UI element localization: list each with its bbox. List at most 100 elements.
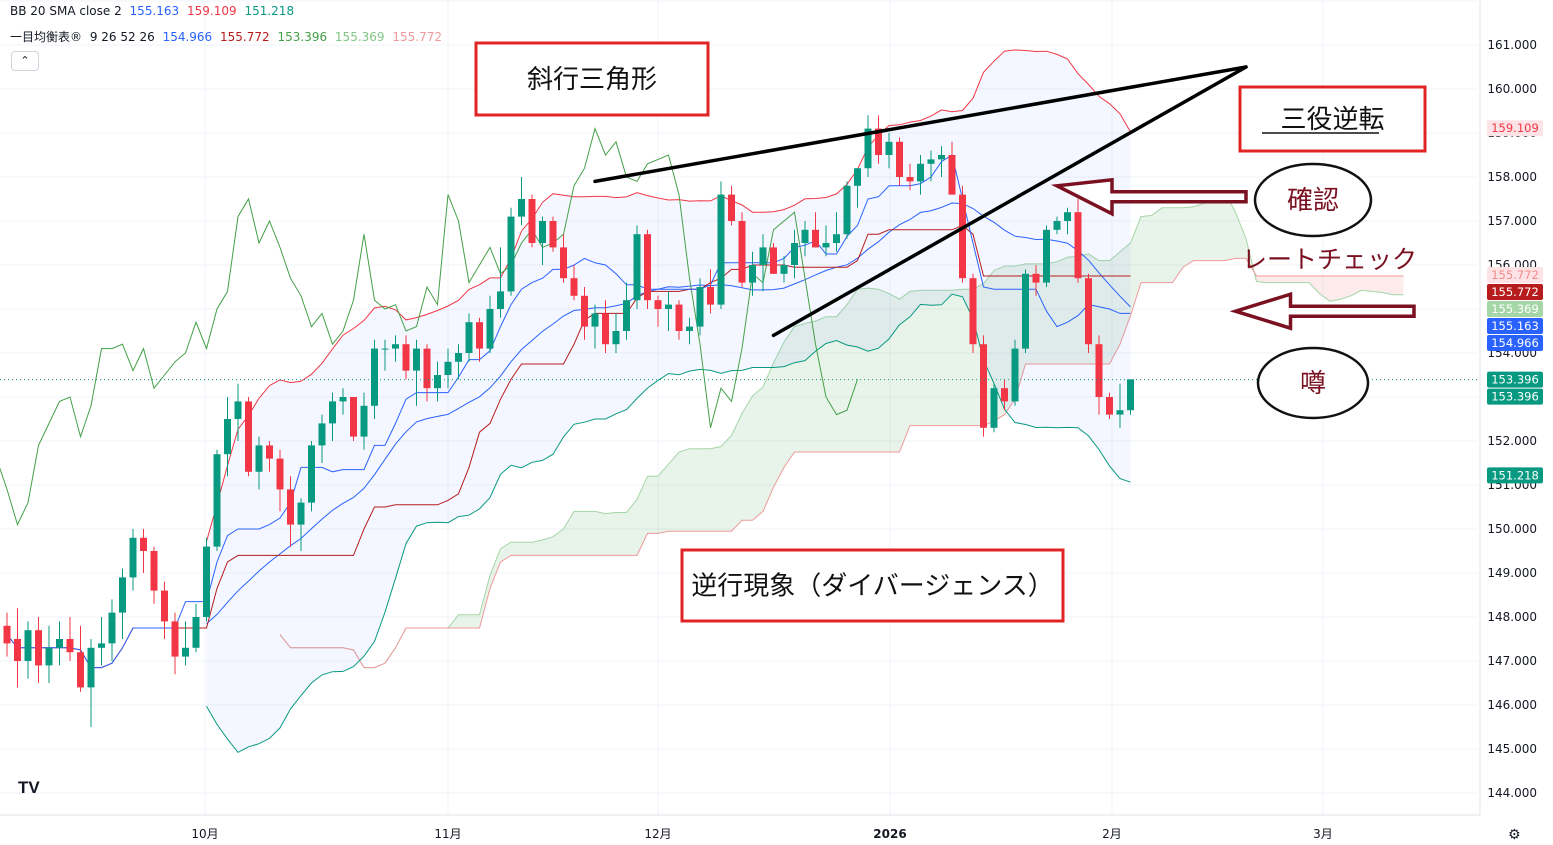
cloud-segment: [847, 289, 858, 452]
cloud-segment: [1151, 207, 1162, 283]
candle-body: [717, 194, 725, 305]
candle-body: [486, 309, 494, 349]
candle: [182, 621, 189, 666]
candle: [1095, 335, 1103, 415]
price-tick-label: 145.000: [1487, 742, 1537, 756]
candle: [465, 313, 473, 362]
ichimoku-legend-v4: 155.369: [334, 30, 385, 44]
candle-body: [528, 199, 536, 243]
candle-body: [150, 551, 158, 591]
candle: [318, 414, 326, 463]
time-tick-label: 12月: [644, 827, 671, 841]
bb-legend-lower: 151.218: [244, 4, 295, 18]
candle-body: [371, 348, 378, 406]
price-axis: 144.000 145.000 146.000 147.000 148.000 149.0…: [1479, 0, 1553, 845]
trendlines: [593, 65, 1248, 338]
cloud-segment: [1382, 276, 1393, 295]
candle: [66, 617, 74, 661]
candle: [371, 339, 378, 419]
candle-body: [497, 291, 504, 309]
candle-body: [3, 625, 11, 644]
cloud-segment: [1256, 276, 1267, 283]
candle-body: [224, 419, 231, 455]
candle: [833, 212, 840, 252]
annotation-text: レートチェック: [1242, 245, 1417, 274]
annotation-text: 噂: [1300, 369, 1326, 399]
annotation-arrow: [1050, 177, 1248, 217]
cloud-segment: [763, 362, 774, 512]
bb-basis-line: [206, 202, 1131, 625]
candle-body: [413, 348, 420, 371]
candle-body: [1022, 273, 1029, 349]
annotation-text: 斜行三角形: [527, 65, 657, 95]
candle-body: [581, 295, 588, 327]
candle: [1106, 392, 1113, 419]
annotation-text: 逆行現象（ダイバージェンス）: [691, 572, 1053, 602]
candle-body: [14, 639, 21, 661]
candle-body: [119, 577, 126, 613]
cloud-segment: [784, 326, 795, 468]
cloud-segment: [658, 464, 669, 534]
candle-body: [161, 590, 168, 622]
candle: [938, 146, 945, 177]
cloud-segment: [668, 452, 679, 532]
cloud-segment: [857, 288, 868, 452]
cloud-segment: [952, 289, 963, 426]
candle: [549, 216, 557, 252]
candle-body: [1001, 388, 1008, 402]
candle-body: [549, 221, 557, 248]
tradingview-logo: TV: [18, 778, 40, 797]
candle-body: [129, 537, 137, 578]
candle: [1043, 225, 1050, 287]
cloud-segment: [1204, 195, 1215, 261]
cloud-segment: [637, 476, 648, 556]
cloud-segment: [1330, 276, 1341, 302]
candle: [392, 335, 399, 362]
collapse-legend-button[interactable]: ⌃: [11, 51, 39, 71]
candles: [3, 115, 1134, 727]
cloud-segment: [931, 290, 942, 426]
price-tick-label: 147.000: [1487, 654, 1537, 668]
price-label: 155.772: [1487, 267, 1543, 284]
candle-body: [843, 185, 851, 235]
candle-body: [959, 194, 966, 279]
candle-body: [654, 300, 662, 309]
bb-legend-basis: 155.163: [129, 4, 180, 18]
cloud-segment: [1309, 276, 1320, 294]
cloud-segment: [1109, 251, 1120, 364]
candle-body: [896, 141, 903, 177]
cloud-segment: [721, 435, 732, 532]
gear-icon[interactable]: ⚙: [1508, 826, 1521, 842]
candle: [255, 436, 263, 490]
cloud-segment: [889, 293, 900, 452]
time-axis-bg: [0, 815, 1480, 845]
candle-body: [455, 353, 462, 362]
price-tick-label: 158.000: [1487, 170, 1537, 184]
candle-body: [381, 348, 389, 350]
ichimoku-legend-v5: 155.772: [392, 30, 442, 44]
cloud-segment: [616, 512, 627, 556]
price-label-text: 153.396: [1491, 390, 1539, 404]
candle: [266, 441, 273, 472]
candle-body: [875, 128, 882, 155]
candle: [3, 612, 11, 657]
candle: [990, 383, 998, 433]
candle: [581, 287, 588, 340]
candle-body: [1095, 344, 1103, 397]
cloud-segment: [1162, 207, 1173, 283]
cloud-segment: [1057, 257, 1068, 364]
candle: [1064, 207, 1071, 235]
candle: [171, 612, 179, 675]
cloud-segment: [458, 614, 469, 628]
cloud-segment: [553, 529, 564, 556]
time-tick-label: 3月: [1313, 827, 1333, 841]
price-label: 155.772: [1487, 284, 1543, 301]
ichimoku-legend-title: 一目均衡表®: [10, 30, 83, 44]
candle-body: [812, 229, 819, 248]
cloud-segment: [1267, 276, 1278, 283]
candle-body: [938, 155, 945, 160]
candle: [1127, 379, 1134, 415]
candle: [381, 339, 389, 371]
cloud-segment: [910, 290, 921, 426]
